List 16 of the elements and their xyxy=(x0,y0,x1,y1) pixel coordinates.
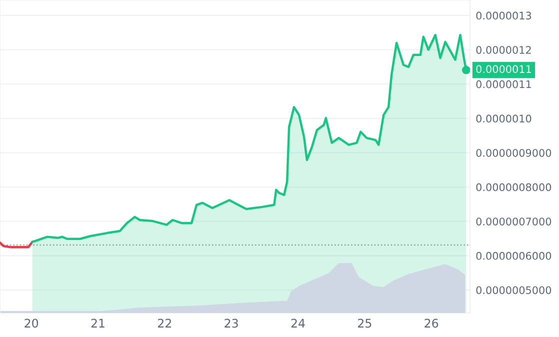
y-tick-label: 0.0000009000 xyxy=(476,148,552,157)
y-tick-label: 0.0000012 xyxy=(476,46,531,54)
y-tick-label: 0.0000008000 xyxy=(476,183,552,192)
x-tick-label: 25 xyxy=(358,318,372,328)
x-tick-label: 26 xyxy=(424,318,438,328)
y-tick-label: 0.0000007000 xyxy=(476,218,552,226)
x-tick-label: 20 xyxy=(24,318,38,328)
y-tick-label: 0.0000006000 xyxy=(476,252,552,260)
y-tick-label: 0.0000011 xyxy=(476,80,531,88)
x-tick-label: 24 xyxy=(291,318,305,328)
y-tick-label: 0.0000005000 xyxy=(476,286,552,294)
x-tick-label: 21 xyxy=(91,318,104,328)
x-tick-label: 22 xyxy=(158,318,171,328)
y-tick-label: 0.0000013 xyxy=(476,12,532,20)
y-tick-label: 0.0000010 xyxy=(476,114,532,123)
x-tick-label: 23 xyxy=(224,318,238,328)
